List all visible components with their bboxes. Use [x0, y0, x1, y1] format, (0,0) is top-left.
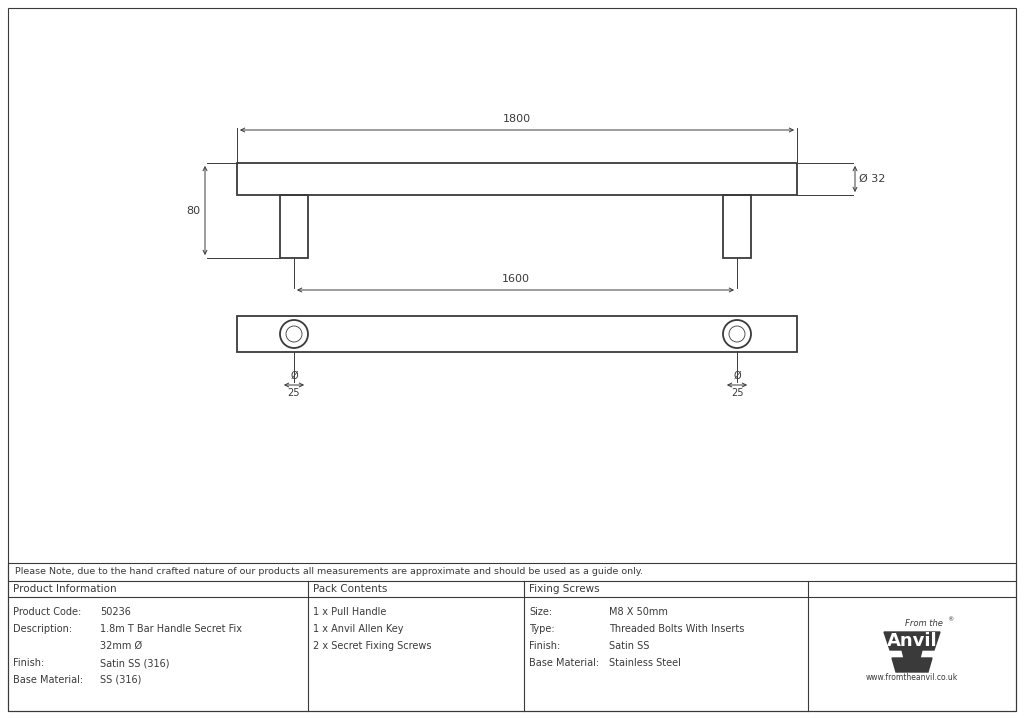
Text: www.fromtheanvil.co.uk: www.fromtheanvil.co.uk	[866, 674, 958, 682]
Polygon shape	[902, 650, 922, 658]
Polygon shape	[884, 632, 940, 650]
Text: Type:: Type:	[529, 624, 555, 634]
Text: Fixing Screws: Fixing Screws	[529, 584, 600, 594]
Text: Ø: Ø	[733, 371, 740, 381]
Bar	[8, 563, 1016, 711]
Text: Satin SS (316): Satin SS (316)	[100, 658, 170, 668]
Text: 1800: 1800	[503, 114, 531, 124]
Text: Ø 32: Ø 32	[859, 174, 886, 184]
Text: Base Material:: Base Material:	[13, 675, 83, 685]
Text: 1 x Pull Handle: 1 x Pull Handle	[313, 607, 386, 617]
Text: 1.8m T Bar Handle Secret Fix: 1.8m T Bar Handle Secret Fix	[100, 624, 242, 634]
Text: Threaded Bolts With Inserts: Threaded Bolts With Inserts	[609, 624, 744, 634]
Text: 80: 80	[186, 206, 200, 216]
Text: 2 x Secret Fixing Screws: 2 x Secret Fixing Screws	[313, 641, 431, 651]
Text: Base Material:: Base Material:	[529, 658, 599, 668]
Text: Please Note, due to the hand crafted nature of our products all measurements are: Please Note, due to the hand crafted nat…	[15, 567, 643, 577]
Text: Description:: Description:	[13, 624, 72, 634]
Text: From the: From the	[905, 620, 943, 628]
Text: 1 x Anvil Allen Key: 1 x Anvil Allen Key	[313, 624, 403, 634]
Text: Anvil: Anvil	[887, 632, 937, 650]
Bar	[723, 195, 751, 258]
Text: 50236: 50236	[100, 607, 131, 617]
Text: Stainless Steel: Stainless Steel	[609, 658, 681, 668]
Text: M8 X 50mm: M8 X 50mm	[609, 607, 668, 617]
Text: 32mm Ø: 32mm Ø	[100, 641, 142, 651]
Text: Satin SS: Satin SS	[609, 641, 649, 651]
Text: Pack Contents: Pack Contents	[313, 584, 387, 594]
Bar	[280, 195, 308, 258]
Text: Size:: Size:	[529, 607, 552, 617]
Text: Finish:: Finish:	[13, 658, 44, 668]
Polygon shape	[892, 658, 932, 672]
Text: 1600: 1600	[502, 274, 529, 284]
Text: Product Code:: Product Code:	[13, 607, 81, 617]
Bar	[237, 316, 797, 352]
Text: 25: 25	[731, 388, 743, 398]
Text: Product Information: Product Information	[13, 584, 117, 594]
Text: ®: ®	[947, 618, 953, 623]
Text: 25: 25	[288, 388, 300, 398]
Text: Ø: Ø	[290, 371, 298, 381]
Text: Finish:: Finish:	[529, 641, 560, 651]
Text: SS (316): SS (316)	[100, 675, 141, 685]
Bar	[237, 163, 797, 195]
